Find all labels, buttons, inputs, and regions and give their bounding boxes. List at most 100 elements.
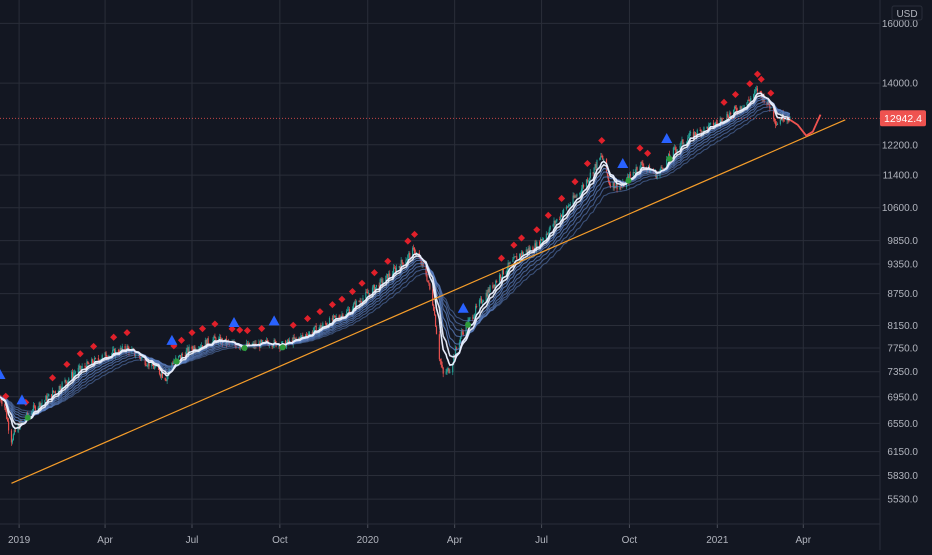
last-price-badge: 12942.4 [880, 110, 926, 127]
candle-body [482, 300, 484, 302]
support-trendline[interactable] [11, 119, 846, 484]
candle-body [519, 253, 521, 260]
sell-signal-marker [198, 325, 207, 333]
candle-body [27, 412, 29, 416]
candle-body [522, 252, 525, 255]
candle-body [428, 282, 430, 284]
buy-signal-marker [0, 368, 6, 379]
candle-body [342, 314, 344, 319]
candle-body [74, 372, 77, 374]
candle-body [766, 102, 768, 105]
candle-body [509, 262, 511, 264]
candle-body [755, 88, 758, 90]
candle-body [45, 395, 47, 401]
candle-body [774, 121, 777, 125]
candle-body [71, 372, 74, 378]
sell-signal-marker [404, 237, 412, 245]
candle-body [155, 365, 157, 368]
candle-body [719, 119, 721, 124]
candle-body [422, 262, 424, 266]
candle-body [184, 355, 186, 357]
candle-body [714, 122, 717, 126]
candle-body [331, 317, 333, 321]
candle-body [71, 372, 73, 379]
candle-body [30, 413, 33, 415]
candle-body [786, 119, 788, 121]
candle-body [315, 325, 317, 334]
candle-body [458, 342, 461, 349]
candle-body [612, 182, 614, 188]
candle-body [319, 324, 321, 328]
candle-body [739, 106, 741, 112]
candle-body [763, 95, 765, 103]
candle-body [80, 368, 82, 370]
candle-body [453, 355, 455, 364]
candle-body [409, 253, 411, 258]
candle-body [79, 365, 81, 370]
sell-signal-marker [258, 325, 266, 333]
signal-markers-layer [0, 70, 775, 421]
candle-body [733, 106, 736, 110]
candle-body [516, 256, 518, 260]
x-tick-label: 2019 [8, 535, 31, 546]
candle-body [353, 302, 355, 305]
candle-body [325, 323, 327, 325]
candle-body [455, 347, 458, 349]
candle-body [561, 214, 563, 217]
x-tick-label: Jul [535, 535, 548, 546]
candle-body [742, 107, 744, 109]
candle-body [369, 293, 371, 296]
candle-body [693, 132, 695, 138]
candle-body [52, 390, 55, 393]
sell-signal-marker [123, 329, 131, 337]
candle-body [4, 404, 6, 408]
candle-body [735, 108, 738, 112]
candle-body [31, 411, 34, 414]
currency-label[interactable]: USD [891, 5, 923, 21]
candle-body [262, 340, 264, 342]
candle-body [679, 145, 681, 150]
moving-average-ribbon [0, 92, 791, 430]
candle-body [487, 289, 489, 297]
sell-signal-marker [517, 234, 526, 242]
x-tick-label: Oct [272, 535, 288, 546]
y-tick-label: 6550.0 [887, 419, 918, 430]
candle-body [48, 394, 50, 397]
candle-body [683, 143, 685, 145]
candle-body [621, 186, 623, 188]
candle-body [181, 353, 184, 356]
sell-signal-marker [544, 211, 552, 219]
candle-body [608, 181, 610, 185]
candle-body [549, 225, 551, 230]
projection-path[interactable] [789, 114, 822, 137]
trendline-layer[interactable] [0, 114, 880, 484]
candle-body [607, 176, 610, 182]
candle-body [348, 309, 350, 311]
candle-body [512, 259, 514, 263]
candle-body [302, 335, 304, 337]
candle-body [435, 326, 438, 335]
candle-body [188, 346, 190, 353]
candle-body [387, 274, 389, 280]
candle-body [429, 283, 431, 290]
candle-body [585, 179, 588, 187]
candle-body [579, 192, 581, 195]
candle-body [439, 359, 441, 362]
candle-body [399, 266, 401, 269]
candle-body [200, 345, 203, 347]
candle-body [473, 316, 475, 319]
candle-body [632, 171, 634, 176]
candle-body [313, 326, 315, 332]
candle-body [365, 291, 367, 298]
candle-body [158, 369, 161, 375]
candle-body [127, 346, 129, 348]
candle-body [465, 323, 467, 335]
candle-body [191, 346, 193, 349]
candle-body [86, 361, 88, 370]
candle-body [780, 119, 782, 121]
sell-signal-marker [358, 279, 366, 287]
candle-body [112, 349, 114, 354]
candle-body [759, 91, 761, 92]
